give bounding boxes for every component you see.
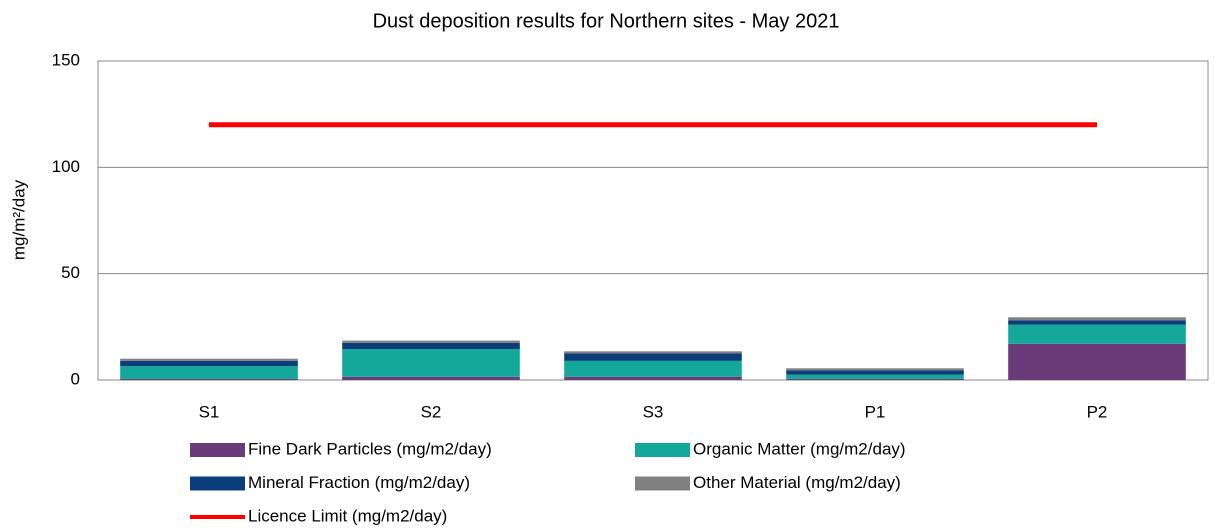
y-tick-label: 100 <box>52 157 80 176</box>
legend-label: Other Material (mg/m2/day) <box>693 473 901 492</box>
x-tick-label: S1 <box>199 402 220 421</box>
bar-segment <box>564 376 742 380</box>
x-tick-label: S2 <box>421 402 442 421</box>
y-axis-label: mg/m²/day <box>9 179 28 260</box>
legend-label: Fine Dark Particles (mg/m2/day) <box>248 439 492 458</box>
bar-segment <box>1008 343 1186 380</box>
x-tick-label: S3 <box>643 402 664 421</box>
y-tick-label: 150 <box>52 50 80 69</box>
y-tick-label: 50 <box>61 263 80 282</box>
legend-swatch <box>190 443 245 457</box>
bar-segment <box>1008 324 1186 344</box>
bar-segment <box>342 342 520 350</box>
legend-label: Licence Limit (mg/m2/day) <box>248 506 447 525</box>
legend-swatch <box>190 476 245 491</box>
bar-segment <box>120 366 298 379</box>
bar-segment <box>786 370 964 375</box>
x-tick-label: P2 <box>1087 402 1108 421</box>
legend-label: Mineral Fraction (mg/m2/day) <box>248 473 470 492</box>
x-tick-label: P1 <box>865 402 886 421</box>
legend-swatch <box>635 476 690 491</box>
bar-segment <box>120 360 298 367</box>
y-tick-label: 0 <box>71 369 80 388</box>
bar-segment <box>786 378 964 380</box>
bar-segment <box>1008 317 1186 321</box>
legend-label: Organic Matter (mg/m2/day) <box>693 439 906 458</box>
bar-segment <box>342 340 520 343</box>
bar-segment <box>564 360 742 377</box>
legend-swatch <box>635 443 690 457</box>
bar-segment <box>342 376 520 380</box>
bar-segment <box>564 351 742 354</box>
bar-segment <box>120 378 298 380</box>
bar-segment <box>786 368 964 371</box>
bar-segment <box>564 353 742 361</box>
bar-segment <box>786 374 964 379</box>
chart-title: Dust deposition results for Northern sit… <box>373 10 840 32</box>
bar-segment <box>342 349 520 377</box>
bar-segment <box>1008 320 1186 325</box>
bar-segment <box>120 358 298 361</box>
